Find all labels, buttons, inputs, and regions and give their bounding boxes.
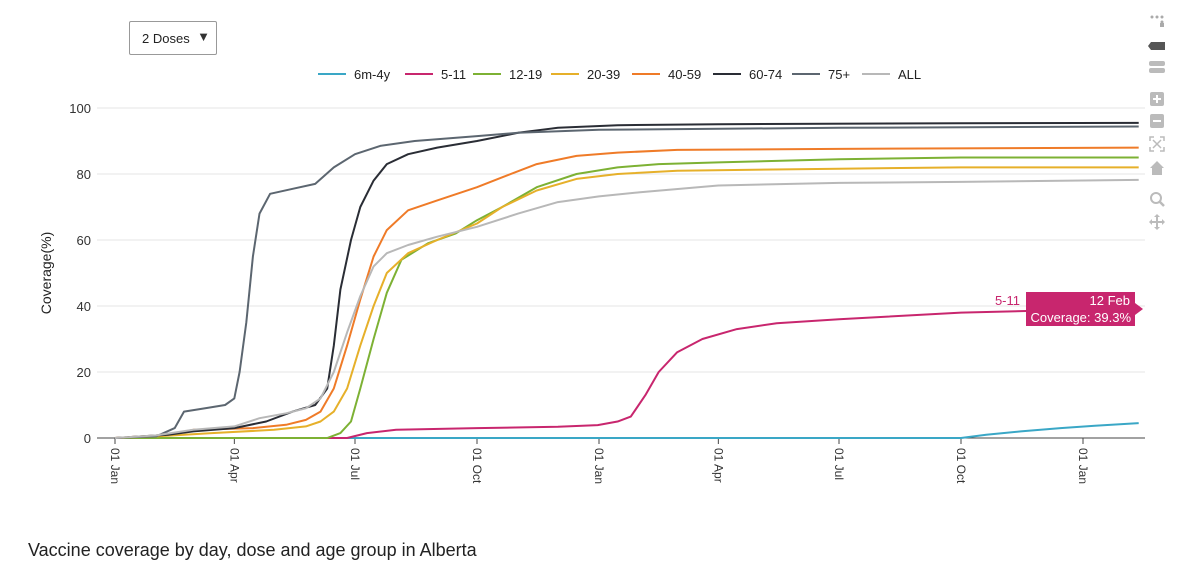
x-tick-label: 01 Oct xyxy=(470,448,484,484)
legend-label-60-74: 60-74 xyxy=(749,67,782,82)
legend-label-6m-4y: 6m-4y xyxy=(354,67,391,82)
legend-label-75+: 75+ xyxy=(828,67,850,82)
x-tick-label: 01 Apr xyxy=(227,448,241,483)
tooltip-value: Coverage: 39.3% xyxy=(1031,310,1132,325)
series-line-75+ xyxy=(114,125,1139,439)
y-axis-title: Coverage(%) xyxy=(38,232,54,314)
download-icon[interactable] xyxy=(1146,10,1168,30)
y-tick-label: 60 xyxy=(77,233,91,248)
x-tick-label: 01 Apr xyxy=(711,448,725,483)
pan-icon-dark[interactable] xyxy=(1146,36,1168,56)
series-line-12-19 xyxy=(115,156,1139,439)
series-line-20-39 xyxy=(114,166,1139,439)
zoom-out-icon[interactable] xyxy=(1146,111,1168,131)
y-tick-label: 0 xyxy=(84,431,91,446)
dose-select[interactable]: 2 Doses ▼ xyxy=(129,21,217,55)
legend-label-ALL: ALL xyxy=(898,67,921,82)
series-lines xyxy=(114,121,1139,439)
legend: 6m-4y 5-11 12-19 20-39 40-59 60-74 75+ ALL xyxy=(318,67,921,82)
series-line-ALL xyxy=(114,178,1139,439)
autoscale-icon[interactable] xyxy=(1146,134,1168,154)
x-tick-label: 01 Oct xyxy=(954,448,968,484)
pan-icon[interactable] xyxy=(1146,212,1168,232)
tooltip-date: 12 Feb xyxy=(1090,293,1130,308)
grid xyxy=(97,107,1145,439)
y-tick-label: 80 xyxy=(77,167,91,182)
x-tick-label: 01 Jan xyxy=(592,448,606,484)
home-icon[interactable] xyxy=(1146,158,1168,178)
legend-label-5-11: 5-11 xyxy=(441,67,466,82)
dose-select-label: 2 Doses xyxy=(142,31,190,46)
zoom-range-icon[interactable] xyxy=(1146,57,1168,77)
y-tick-label: 40 xyxy=(77,299,91,314)
x-tick-label: 01 Jul xyxy=(832,448,846,480)
y-tick-label: 20 xyxy=(77,365,91,380)
series-line-6m-4y xyxy=(115,422,1139,439)
x-tick-label: 01 Jul xyxy=(348,448,362,480)
legend-label-40-59: 40-59 xyxy=(668,67,701,82)
series-line-40-59 xyxy=(114,146,1139,439)
axes: 0 20 40 60 80 100 Coverage(%) 01 Jan 01 Apr 01 Ju… xyxy=(38,101,1090,484)
tooltip-series-name: 5-11 xyxy=(995,293,1020,308)
chart-caption: Vaccine coverage by day, dose and age gr… xyxy=(28,540,477,560)
x-tick-label: 01 Jan xyxy=(108,448,122,484)
zoom-in-icon[interactable] xyxy=(1146,89,1168,109)
y-tick-label: 100 xyxy=(69,101,91,116)
chevron-down-icon: ▼ xyxy=(197,29,210,44)
series-line-60-74 xyxy=(114,121,1139,439)
legend-label-20-39: 20-39 xyxy=(587,67,620,82)
hover-tooltip: 5-11 12 Feb Coverage: 39.3% xyxy=(995,292,1143,326)
tooltip-box xyxy=(1026,292,1143,326)
tooltip-point xyxy=(1135,305,1141,311)
series-line-5-11 xyxy=(115,307,1139,439)
x-tick-label: 01 Jan xyxy=(1076,448,1090,484)
zoom-icon[interactable] xyxy=(1146,189,1168,209)
legend-label-12-19: 12-19 xyxy=(509,67,542,82)
